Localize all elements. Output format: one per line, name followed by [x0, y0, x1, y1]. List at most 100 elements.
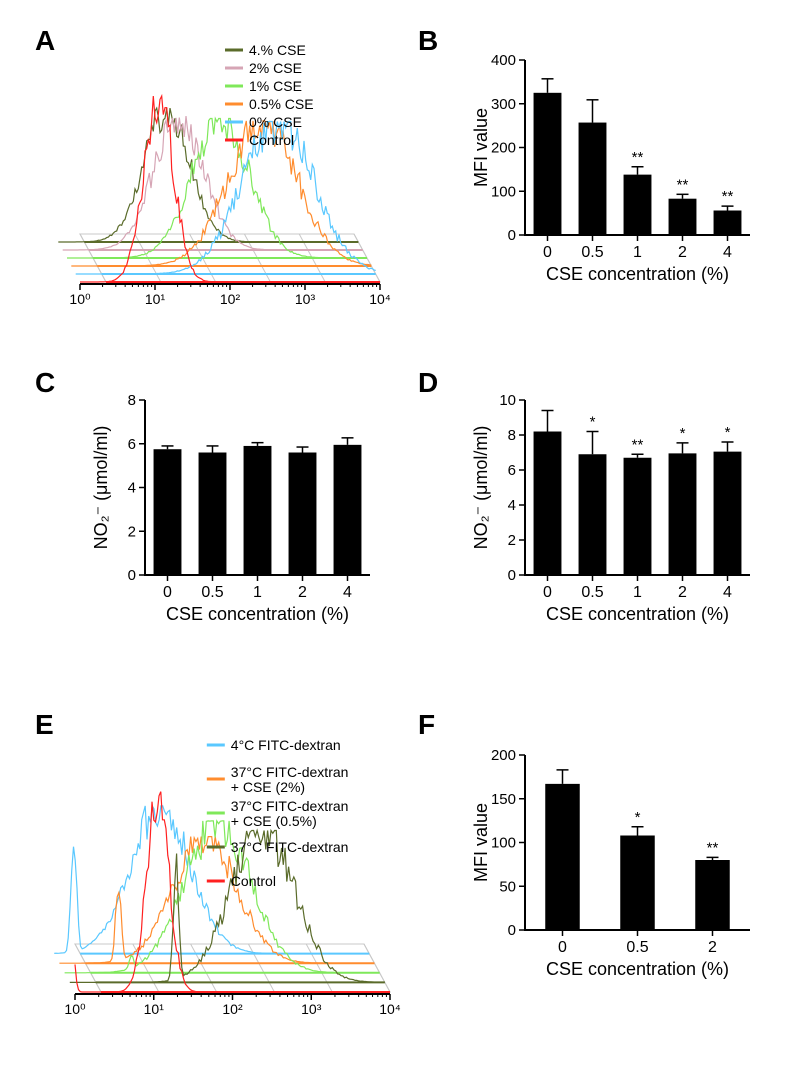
y-axis-label: MFI value: [471, 803, 491, 882]
xtick-label: 2: [298, 584, 307, 601]
sig-marker: *: [680, 425, 686, 442]
panel-label-B: B: [418, 25, 438, 56]
legend-label: 37°C FITC-dextran: [231, 839, 349, 855]
legend-label: 4°C FITC-dextran: [231, 737, 341, 753]
sig-marker: **: [707, 839, 719, 856]
xtick-label: 10¹: [144, 1001, 165, 1017]
bar-chart-F: 05010015020000.5*2**CSE concentration (%…: [471, 747, 750, 979]
xtick-label: 1: [253, 584, 262, 601]
bar: [624, 458, 652, 575]
ytick-label: 100: [491, 183, 516, 200]
legend-label: 0.5% CSE: [249, 96, 314, 112]
bar: [244, 446, 272, 575]
bar: [669, 453, 697, 575]
ytick-label: 6: [508, 462, 516, 479]
xtick-label: 2: [678, 584, 687, 601]
ytick-label: 0: [508, 922, 516, 939]
legend-label: 4.% CSE: [249, 42, 306, 58]
bar: [334, 445, 362, 575]
ytick-label: 2: [128, 523, 136, 540]
histogram-trace: [63, 116, 363, 250]
y-axis-label: MFI value: [471, 108, 491, 187]
bar: [534, 432, 562, 576]
legend-label: Control: [231, 873, 276, 889]
ytick-label: 400: [491, 52, 516, 69]
ytick-label: 10: [499, 392, 516, 409]
bar: [624, 175, 652, 235]
panel-label-F: F: [418, 709, 435, 740]
xtick-label: 10⁴: [379, 1001, 401, 1017]
histogram-trace: [67, 119, 367, 259]
bar: [289, 453, 317, 576]
panel-label-A: A: [35, 25, 55, 56]
legend-label: 37°C FITC-dextran: [231, 798, 349, 814]
xtick-label: 0: [543, 244, 552, 261]
panel-label-D: D: [418, 367, 438, 398]
xtick-label: 10⁴: [369, 291, 391, 307]
sig-marker: *: [590, 414, 596, 431]
sig-marker: *: [725, 424, 731, 441]
legend-label: 37°C FITC-dextran: [231, 764, 349, 780]
sig-marker: *: [635, 809, 641, 826]
bar: [534, 93, 562, 235]
bar: [579, 123, 607, 235]
ytick-label: 100: [491, 835, 516, 852]
x-axis-label: CSE concentration (%): [546, 604, 729, 624]
x-axis-label: CSE concentration (%): [166, 604, 349, 624]
xtick-label: 4: [343, 584, 352, 601]
xtick-label: 2: [678, 244, 687, 261]
legend-label: 1% CSE: [249, 78, 302, 94]
histogram-trace: [80, 96, 380, 282]
legend-label: 0% CSE: [249, 114, 302, 130]
ytick-label: 4: [128, 480, 136, 497]
sig-marker: **: [722, 188, 734, 205]
panel-label-C: C: [35, 367, 55, 398]
ytick-label: 8: [128, 392, 136, 409]
y-axis-label: NO₂⁻ (μmol/ml): [471, 426, 491, 550]
x-axis-label: CSE concentration (%): [546, 264, 729, 284]
legend-label: 2% CSE: [249, 60, 302, 76]
x-axis-label: CSE concentration (%): [546, 959, 729, 979]
bar: [199, 453, 227, 576]
ytick-label: 8: [508, 427, 516, 444]
ytick-label: 6: [128, 436, 136, 453]
xtick-label: 10⁰: [64, 1001, 86, 1017]
bar: [545, 784, 580, 930]
bar: [669, 199, 697, 235]
bar: [620, 836, 655, 931]
xtick-label: 0.5: [581, 244, 603, 261]
ytick-label: 300: [491, 96, 516, 113]
legend-label: + CSE (2%): [231, 779, 305, 795]
y-axis-label: NO₂⁻ (μmol/ml): [91, 426, 111, 550]
xtick-label: 0.5: [626, 939, 648, 956]
xtick-label: 1: [633, 584, 642, 601]
xtick-label: 10¹: [145, 291, 166, 307]
sig-marker: **: [677, 176, 689, 193]
ytick-label: 150: [491, 791, 516, 808]
ytick-label: 0: [508, 227, 516, 244]
bar: [695, 860, 730, 930]
ytick-label: 2: [508, 532, 516, 549]
bar: [154, 449, 182, 575]
histogram-panel-A: 10⁰ 10¹ 10² 10³ 10⁴ 4.% CSE 2% CSE 1% CSE 0.5% C…: [58, 42, 390, 307]
xtick-label: 4: [723, 584, 732, 601]
xtick-label: 10⁰: [69, 291, 91, 307]
bar: [714, 452, 742, 575]
ytick-label: 200: [491, 747, 516, 764]
bar-chart-B: 010020030040000.51**2**4**CSE concentrat…: [471, 52, 750, 284]
ytick-label: 4: [508, 497, 516, 514]
ytick-label: 200: [491, 140, 516, 157]
sig-marker: **: [632, 436, 644, 453]
xtick-label: 0.5: [201, 584, 223, 601]
xtick-label: 10³: [295, 291, 316, 307]
xtick-label: 10²: [220, 291, 241, 307]
bar-chart-D: 024681000.5*1**2*4*CSE concentration (%)…: [471, 392, 750, 624]
xtick-label: 0.5: [581, 584, 603, 601]
xtick-label: 0: [163, 584, 172, 601]
xtick-label: 10²: [222, 1001, 243, 1017]
bar: [714, 211, 742, 236]
xtick-label: 4: [723, 244, 732, 261]
bar-chart-C: 0246800.5124CSE concentration (%)NO₂⁻ (μ…: [91, 392, 370, 624]
ytick-label: 0: [508, 567, 516, 584]
legend: 4.% CSE2% CSE1% CSE0.5% CSE0% CSEControl: [225, 42, 314, 148]
